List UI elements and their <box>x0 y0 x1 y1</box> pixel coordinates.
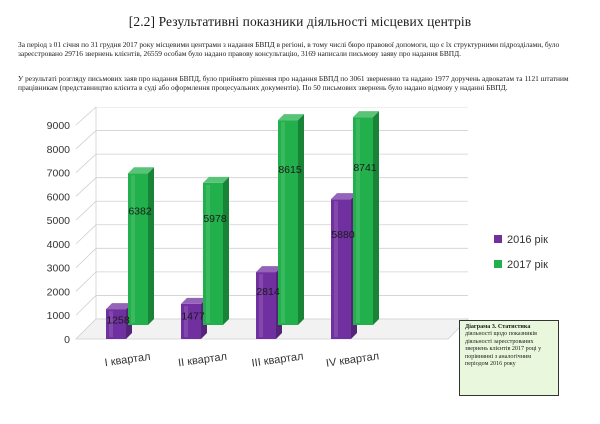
bar-top <box>256 266 282 273</box>
gridline-depth <box>75 200 97 221</box>
bar-side <box>148 167 154 325</box>
bar-highlight <box>184 305 188 337</box>
category-label: II квартал <box>177 351 227 370</box>
category-label: IV квартал <box>325 350 380 369</box>
gridline-depth <box>75 130 97 150</box>
bar-value-label: 8741 <box>353 162 377 174</box>
bar-highlight <box>281 122 285 323</box>
y-tick-label: 1000 <box>47 310 71 322</box>
chart-caption-box: Діаграма 3. Статистика діяльності щодо п… <box>459 320 559 396</box>
intro-paragraph: За період з 01 січня по 31 грудня 2017 р… <box>18 40 560 58</box>
gridline-depth <box>75 177 97 197</box>
category-label: III квартал <box>251 350 304 369</box>
category-label-layer: I квартал II квартал III квартал IV квартал <box>104 350 380 369</box>
bar-highlight <box>206 184 210 323</box>
y-tick-label: 3000 <box>47 263 71 275</box>
bar-value-label: 2814 <box>256 286 280 298</box>
bar-highlight <box>109 311 113 337</box>
category-label: I квартал <box>104 351 151 369</box>
page-title: [2.2] Результативні показники діяльності… <box>128 14 472 29</box>
bar-side <box>298 114 304 325</box>
legend-label: 2017 рік <box>507 259 548 271</box>
gridline-depth <box>75 271 97 292</box>
bar-layer <box>106 111 379 339</box>
bar-top <box>181 297 207 304</box>
gridline-depth <box>75 224 97 245</box>
bar-side <box>373 111 379 325</box>
bar-value-label: 5880 <box>331 229 355 241</box>
legend-swatch <box>494 260 502 268</box>
y-tick-label: 4000 <box>47 239 71 251</box>
y-tick-label: 8000 <box>47 144 71 156</box>
chart-container: 0 1000 2000 3000 4000 5000 6000 7000 8000 9000 12… <box>18 106 578 414</box>
bar-highlight <box>356 119 360 323</box>
value-label-layer: 1258 6382 1477 5978 2814 8615 5880 8741 <box>106 162 377 327</box>
y-tick-layer: 0 1000 2000 3000 4000 5000 6000 7000 8000 9000 <box>47 120 71 346</box>
gridline-depth <box>75 153 97 173</box>
chart-caption-lead: Діаграма 3. Статистика <box>465 324 531 330</box>
bar-top <box>106 303 132 310</box>
gridline-depth <box>75 106 97 126</box>
bar-highlight <box>259 274 263 337</box>
y-tick-label: 5000 <box>47 215 71 227</box>
gridline-depth <box>75 248 97 268</box>
bar-side <box>223 176 229 325</box>
bar-top <box>353 111 379 118</box>
y-tick-label: 6000 <box>47 191 71 203</box>
bar-top <box>331 193 357 200</box>
y-tick-label: 7000 <box>47 168 71 180</box>
y-tick-label: 9000 <box>47 120 71 132</box>
bar-highlight <box>131 175 135 323</box>
bar-highlight <box>334 201 338 337</box>
bar-value-label: 6382 <box>128 206 152 218</box>
chart-caption-text: діяльності щодо показників діяльності за… <box>465 331 542 368</box>
bar-top <box>203 176 229 183</box>
bar-value-label: 8615 <box>278 164 302 176</box>
y-tick-label: 2000 <box>47 286 71 298</box>
gridline-depth <box>75 295 97 316</box>
results-paragraph: У результаті розгляду письмових заяв про… <box>18 74 569 92</box>
legend-swatch <box>494 235 502 243</box>
bar-value-label: 1477 <box>181 311 205 323</box>
y-tick-label: 0 <box>64 334 70 346</box>
legend: 2016 рік 2017 рік <box>494 234 548 271</box>
bar-chart: 0 1000 2000 3000 4000 5000 6000 7000 8000 9000 12… <box>47 106 548 370</box>
bar-top <box>278 114 304 121</box>
bar-value-label: 5978 <box>203 213 227 225</box>
bar-value-label: 1258 <box>106 315 130 327</box>
bar-top <box>128 167 154 174</box>
legend-label: 2016 рік <box>507 234 548 246</box>
